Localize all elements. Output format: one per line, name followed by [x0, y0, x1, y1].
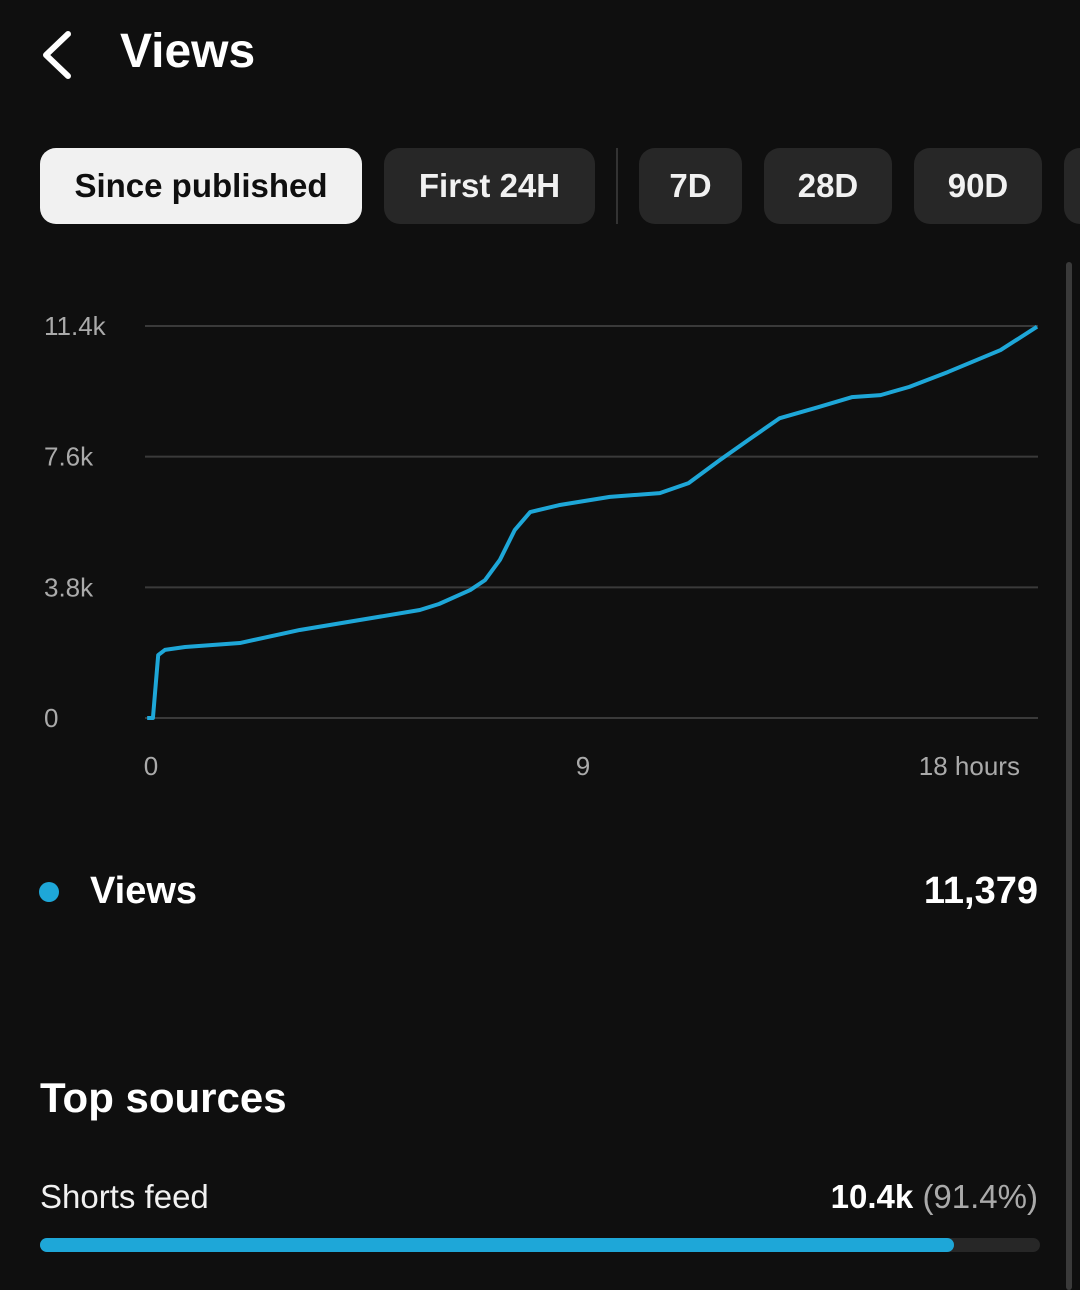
source-count: 10.4k	[830, 1178, 914, 1215]
tab[interactable]: 7D	[639, 148, 742, 224]
line	[147, 325, 1039, 720]
tab[interactable]	[1064, 148, 1080, 224]
section-title: Top sources	[40, 1074, 287, 1121]
scrollbar	[1066, 262, 1072, 1290]
source-share: (91.4%)	[922, 1178, 1038, 1215]
chart: 0 3.8k 7.6k 11.4k 0 9 18 hours	[44, 311, 1039, 781]
source-name: Shorts feed	[40, 1178, 209, 1215]
y-tick-label: 3.8k	[44, 572, 94, 602]
source-value: 10.4k (91.4%)	[831, 1178, 1038, 1216]
total-value: 11,379	[923, 870, 1038, 912]
source-bar	[40, 1238, 954, 1252]
x-tick-label: 18 hours	[919, 751, 1020, 781]
tab[interactable]: 90D	[914, 148, 1042, 224]
x-tick-label: 9	[576, 751, 590, 781]
source-track	[40, 1238, 1040, 1252]
legend-label: Views	[90, 870, 198, 912]
divider	[616, 148, 618, 224]
y-tick-label: 11.4k	[44, 311, 107, 341]
tab[interactable]: 28D	[764, 148, 892, 224]
y-tick-label: 7.6k	[44, 442, 94, 472]
back-button[interactable]	[36, 28, 76, 82]
tab[interactable]: Since published	[40, 148, 362, 224]
x-tick-label: 0	[144, 751, 158, 781]
y-tick-label: 0	[44, 703, 58, 733]
tab[interactable]: First 24H	[384, 148, 595, 224]
page-title: Views	[120, 25, 256, 78]
legend-dot	[39, 882, 59, 902]
